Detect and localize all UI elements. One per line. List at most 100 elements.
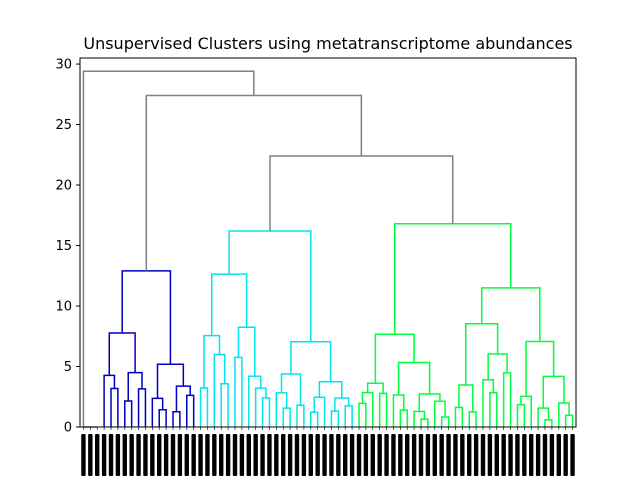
leaf-label	[336, 434, 341, 476]
dendrogram-link	[127, 371, 143, 402]
leaf-label	[549, 434, 555, 476]
leaf-label	[453, 434, 458, 476]
dendrogram-link	[544, 419, 553, 427]
leaf-label	[446, 434, 451, 476]
dendrogram-link	[334, 397, 350, 412]
leaf-label	[101, 434, 107, 476]
dendrogram-link	[468, 411, 477, 427]
dendrogram-link	[418, 393, 441, 412]
leaf-label	[274, 434, 279, 476]
leaf-label	[480, 434, 486, 476]
leaf-label	[315, 434, 320, 476]
dendrogram-link	[489, 392, 498, 427]
leaf-label	[473, 434, 479, 476]
dendrogram-link	[310, 411, 319, 427]
leaf-label	[501, 434, 506, 476]
leaf-label	[563, 434, 568, 476]
leaf-label	[322, 434, 327, 476]
leaf-label	[191, 434, 196, 476]
leaf-label	[494, 434, 499, 476]
dendrogram-link	[361, 391, 374, 427]
y-tick-label: 15	[55, 239, 72, 254]
dendrogram-link	[254, 387, 267, 427]
dendrogram-link	[237, 326, 256, 377]
leaf-label	[542, 434, 548, 476]
leaf-label	[246, 434, 251, 476]
leaf-label	[212, 434, 217, 476]
leaf-label	[515, 434, 520, 476]
dendrogram-link	[228, 230, 312, 342]
leaf-label	[529, 434, 534, 476]
dendrogram-link	[124, 400, 133, 427]
dendrogram-link	[186, 394, 195, 427]
y-tick-label: 10	[55, 300, 72, 315]
dendrogram-link	[454, 406, 464, 427]
leaf-label	[129, 434, 134, 476]
dendrogram-link	[103, 374, 116, 427]
dendrogram-link	[482, 378, 495, 427]
dendrogram-link	[156, 363, 185, 399]
leaf-label	[198, 434, 203, 476]
dendrogram-link	[199, 387, 209, 427]
dendrogram-link	[82, 70, 255, 427]
leaf-label	[239, 434, 245, 476]
dendrogram-link	[344, 405, 353, 427]
y-tick-label: 30	[55, 58, 72, 73]
leaf-label	[329, 434, 334, 476]
leaf-label	[522, 434, 527, 476]
dendrogram-link	[151, 397, 164, 427]
y-tick-label: 0	[64, 421, 72, 436]
plot-frame	[79, 57, 577, 428]
leaf-label	[308, 434, 313, 476]
leaf-label	[391, 434, 396, 476]
leaf-label	[170, 434, 176, 476]
leaf-label	[432, 434, 437, 476]
dendrogram-link	[525, 340, 555, 397]
leaf-label	[177, 434, 183, 476]
dendrogram-link	[275, 392, 288, 427]
dendrogram-link	[542, 375, 565, 409]
leaf-label	[157, 434, 162, 476]
dendrogram-link	[480, 287, 541, 342]
y-tick-label: 5	[64, 360, 72, 375]
dendrogram-link	[420, 418, 429, 427]
dendrogram-link	[121, 270, 172, 365]
leaf-label	[225, 434, 231, 476]
dendrogram-link	[374, 333, 415, 384]
leaf-label	[343, 434, 348, 476]
leaf-label	[439, 434, 444, 476]
leaf-label	[143, 434, 148, 476]
dendrogram-link	[516, 403, 526, 427]
dendrogram-link	[392, 394, 405, 427]
leaf-label	[205, 434, 210, 476]
dendrogram-link	[330, 410, 340, 427]
dendrogram-link	[564, 414, 574, 427]
leaf-label	[363, 434, 369, 476]
dendrogram-link	[366, 382, 384, 394]
leaf-label	[294, 434, 300, 476]
y-axis: 0 5 10 15 20 25 30	[55, 58, 80, 436]
leaf-label	[253, 434, 258, 476]
leaf-label	[425, 434, 431, 476]
dendrogram-link	[145, 94, 363, 271]
dendrogram-link	[282, 407, 291, 427]
dendrogram-link	[213, 353, 226, 427]
leaf-label	[460, 434, 465, 476]
leaf-label	[150, 434, 155, 476]
dendrogram-link	[465, 322, 499, 386]
leaf-label	[219, 434, 224, 476]
dendrogram-link	[280, 373, 302, 406]
leaf-label	[411, 434, 417, 476]
leaf-label	[232, 434, 238, 476]
y-tick-label: 25	[55, 118, 72, 133]
leaf-label	[122, 434, 127, 476]
dendrogram-links	[82, 70, 574, 428]
dendrogram-link	[378, 392, 388, 427]
leaf-label	[136, 434, 141, 476]
dendrogram-link	[175, 385, 191, 412]
dendrogram-link	[399, 409, 408, 427]
leaf-label	[88, 434, 93, 476]
dendrogram-link	[440, 416, 450, 427]
leaf-label	[115, 434, 121, 476]
